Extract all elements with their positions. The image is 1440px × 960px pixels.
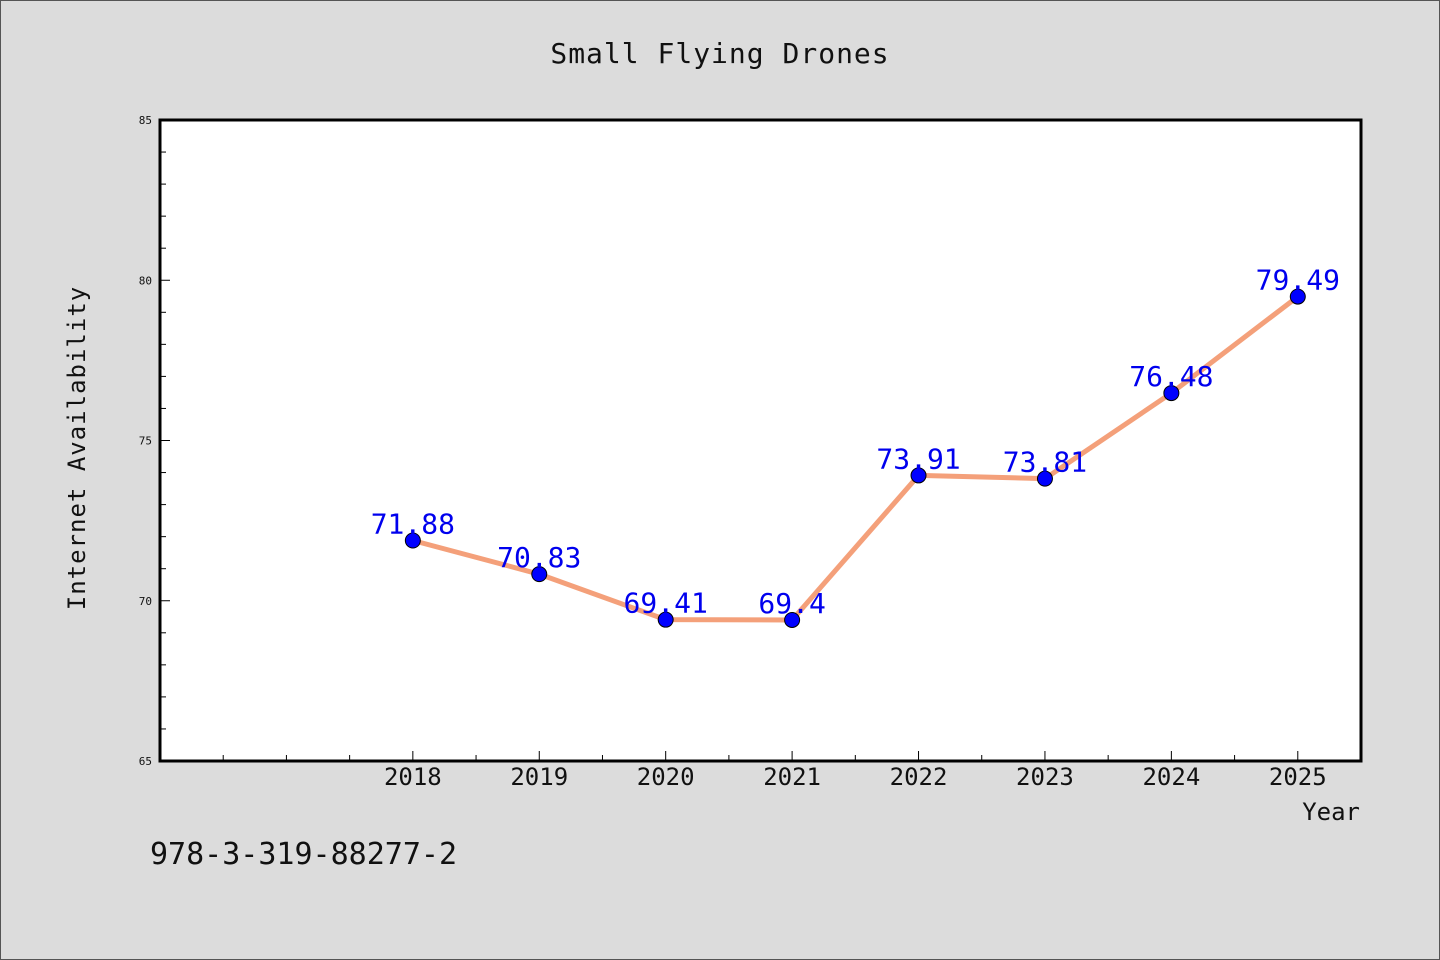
data-label: 76.48 — [1129, 360, 1213, 393]
x-tick-label: 2018 — [384, 763, 442, 791]
data-label: 71.88 — [371, 507, 455, 540]
plot-area — [160, 120, 1361, 761]
data-point — [1289, 288, 1306, 305]
data-point — [784, 611, 801, 628]
data-label: 73.81 — [1003, 446, 1087, 479]
x-tick-label: 2024 — [1142, 763, 1200, 791]
footnote: 978-3-319-88277-2 — [150, 837, 457, 872]
x-tick-label: 2021 — [763, 763, 821, 791]
x-tick-label: 2023 — [1016, 763, 1074, 791]
data-point — [910, 467, 927, 484]
data-label: 79.49 — [1256, 264, 1340, 297]
data-point — [1036, 470, 1053, 487]
x-tick-label: 2022 — [890, 763, 948, 791]
data-point — [404, 532, 421, 549]
series-line — [412, 294, 1300, 623]
plot-frame — [158, 118, 1363, 763]
data-point — [531, 566, 548, 583]
data-label: 69.41 — [624, 587, 708, 620]
data-label: 69.4 — [758, 587, 825, 620]
data-label: 70.83 — [497, 541, 581, 574]
x-tick-label: 2019 — [510, 763, 568, 791]
x-tick-label: 2020 — [637, 763, 695, 791]
x-tick-label: 2025 — [1269, 763, 1327, 791]
y-tick-label: 85 — [139, 114, 152, 127]
y-tick-label: 75 — [139, 435, 152, 448]
y-axis-label: Internet Availability — [63, 286, 91, 610]
chart-title: Small Flying Drones — [550, 37, 889, 70]
data-point — [1163, 385, 1180, 402]
y-tick-label: 80 — [139, 274, 152, 287]
data-point — [657, 611, 674, 628]
x-axis-label: Year — [1302, 798, 1360, 826]
y-tick-label: 70 — [139, 595, 152, 608]
data-label: 73.91 — [876, 442, 960, 475]
y-tick-label: 65 — [139, 755, 152, 768]
